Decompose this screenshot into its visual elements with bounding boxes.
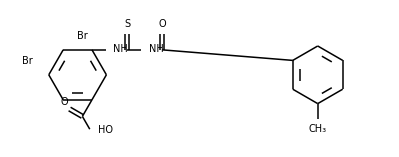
Text: Br: Br — [77, 31, 88, 41]
Text: CH₃: CH₃ — [309, 124, 327, 134]
Text: S: S — [124, 19, 130, 29]
Text: NH: NH — [148, 44, 163, 54]
Text: O: O — [61, 97, 68, 107]
Text: HO: HO — [98, 125, 113, 135]
Text: NH: NH — [113, 44, 128, 54]
Text: O: O — [158, 19, 166, 29]
Text: Br: Br — [22, 56, 33, 66]
